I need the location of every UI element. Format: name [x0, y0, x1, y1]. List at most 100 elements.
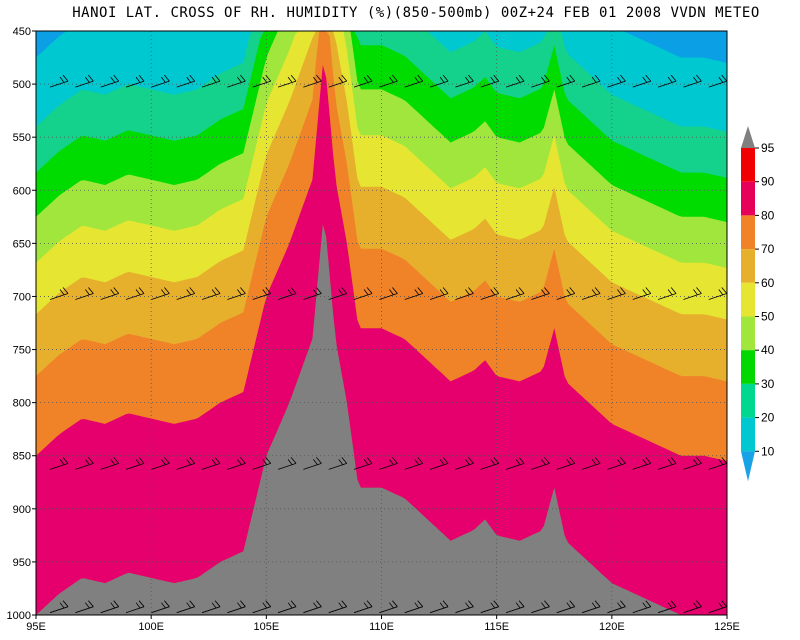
colorbar-label: 30	[761, 377, 775, 391]
wind-barb	[227, 457, 246, 470]
wind-barb	[429, 74, 449, 88]
wind-barbs	[49, 74, 728, 614]
x-tick-label: 125E	[714, 621, 740, 633]
wind-barb	[480, 457, 500, 470]
wind-barb	[657, 287, 677, 300]
y-tick-label: 650	[13, 238, 31, 250]
colorbar-label: 90	[761, 175, 775, 189]
x-tick-label: 115E	[484, 621, 509, 633]
wind-barb	[632, 287, 652, 300]
colorbar-label: 60	[761, 276, 775, 290]
wind-barb	[607, 457, 626, 470]
wind-barb	[708, 287, 728, 300]
wind-barb	[683, 74, 702, 88]
wind-barb	[556, 74, 576, 88]
wind-barb	[429, 600, 449, 614]
wind-barb	[176, 287, 196, 300]
wind-barb	[303, 287, 322, 300]
wind-barb	[683, 600, 702, 614]
wind-barb	[252, 600, 272, 614]
colorbar-label: 10	[761, 444, 775, 458]
colorbar-bottom-arrow	[741, 451, 755, 482]
wind-barb	[581, 74, 601, 88]
x-tick-label: 105E	[253, 621, 279, 633]
wind-barb	[556, 600, 576, 614]
colorbar-label: 95	[761, 141, 775, 155]
wind-barb	[581, 600, 601, 614]
wind-barb	[455, 287, 474, 300]
wind-barb	[303, 74, 322, 88]
y-tick-label: 900	[13, 504, 31, 516]
wind-barb	[176, 74, 196, 88]
wind-barb	[531, 74, 550, 88]
colorbar-box	[741, 148, 755, 182]
grid-lines	[36, 31, 727, 615]
wind-barb	[505, 457, 525, 470]
wind-barb	[328, 287, 348, 300]
colorbar-label: 20	[761, 411, 775, 425]
wind-barb	[581, 287, 601, 300]
wind-barb	[657, 457, 677, 470]
wind-barb	[480, 600, 500, 614]
wind-barb	[632, 600, 652, 614]
wind-barb	[227, 287, 246, 300]
wind-barb	[201, 457, 221, 470]
wind-barb	[455, 600, 474, 614]
wind-barb	[100, 287, 120, 300]
wind-barb	[531, 287, 550, 300]
wind-barb	[328, 457, 348, 470]
wind-barb	[151, 74, 170, 88]
wind-barb	[581, 457, 601, 470]
y-tick-label: 850	[13, 451, 31, 463]
y-tick-label: 800	[13, 398, 31, 410]
wind-barb	[632, 457, 652, 470]
wind-barb	[404, 457, 424, 470]
wind-barb	[49, 600, 69, 614]
y-tick-label: 750	[13, 345, 31, 357]
colorbar-box	[741, 215, 755, 250]
wind-barb	[75, 74, 94, 88]
colorbar-box	[741, 383, 755, 418]
wind-barb	[379, 600, 398, 614]
x-tick-label: 95E	[26, 621, 46, 633]
wind-barb	[49, 457, 69, 470]
wind-barb	[49, 287, 69, 300]
wind-barb	[353, 457, 373, 470]
wind-barb	[176, 457, 196, 470]
chart-title: HANOI LAT. CROSS OF RH. HUMIDITY (%)(850…	[72, 5, 760, 21]
wind-barb	[125, 600, 145, 614]
wind-barb	[404, 287, 424, 300]
wind-barb	[379, 457, 398, 470]
wind-barb	[657, 74, 677, 88]
x-tick-label: 110E	[369, 621, 394, 633]
wind-barb	[201, 74, 221, 88]
colorbar-box	[741, 181, 755, 216]
wind-barb	[708, 600, 728, 614]
y-tick-label: 600	[13, 185, 31, 197]
y-tick-label: 1000	[7, 610, 31, 622]
wind-barb	[277, 287, 297, 300]
colorbar-legend: 95 90 80 70 60 50 40 30 20 10	[741, 126, 775, 482]
y-tick-label: 500	[13, 79, 31, 91]
wind-barb	[556, 457, 576, 470]
wind-barb	[708, 457, 728, 470]
wind-barb	[303, 457, 322, 470]
wind-barb	[505, 287, 525, 300]
wind-barb	[100, 457, 120, 470]
wind-barb	[683, 287, 702, 300]
wind-barb	[708, 74, 728, 88]
wind-barb	[632, 74, 652, 88]
wind-barb	[505, 600, 525, 614]
wind-barb	[556, 287, 576, 300]
wind-barb	[100, 74, 120, 88]
colorbar-box	[741, 316, 755, 351]
x-tick-label: 120E	[599, 621, 625, 633]
wind-barb	[379, 74, 398, 88]
wind-barb	[125, 287, 145, 300]
wind-barb	[277, 457, 297, 470]
colorbar-label: 80	[761, 208, 775, 222]
wind-barb	[176, 600, 196, 614]
y-tick-label: 950	[13, 557, 31, 569]
wind-barb	[151, 287, 170, 300]
wind-barb	[252, 74, 272, 88]
